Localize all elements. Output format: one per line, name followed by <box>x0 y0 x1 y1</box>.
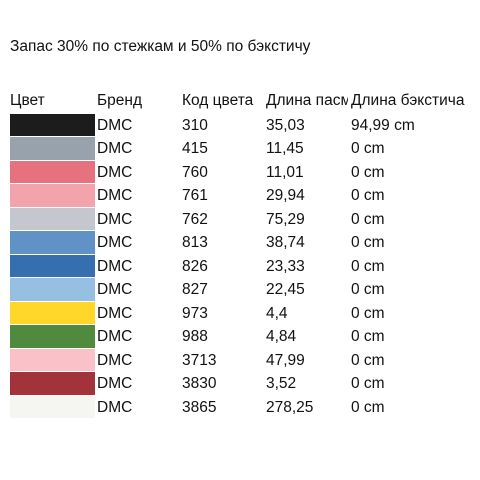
code-cell: 415 <box>182 140 208 157</box>
length-cell: 4,4 <box>266 304 288 322</box>
brand-cell: DMC <box>97 398 133 416</box>
backstitch-cell: 94,99 cm <box>351 116 415 134</box>
backstitch-cell: 0 cm <box>351 398 385 416</box>
header-code: Код цвета <box>182 92 254 109</box>
table-row: DMC 973 4,4 0 cm <box>10 301 480 326</box>
color-swatch <box>10 184 95 207</box>
color-swatch <box>10 207 95 230</box>
code-cell: 988 <box>182 328 208 345</box>
brand-cell: DMC <box>97 281 133 298</box>
length-cell: 4,84 <box>266 328 297 345</box>
backstitch-cell: 0 cm <box>351 351 385 369</box>
length-cell: 11,45 <box>266 140 304 157</box>
backstitch-cell: 0 cm <box>351 140 385 157</box>
header-color: Цвет <box>10 92 45 109</box>
code-cell: 762 <box>182 210 208 228</box>
table-row: DMC 813 38,74 0 cm <box>10 231 480 255</box>
color-swatch <box>10 254 95 277</box>
brand-cell: DMC <box>97 140 133 157</box>
brand-cell: DMC <box>97 116 133 134</box>
code-cell: 310 <box>182 116 208 134</box>
brand-cell: DMC <box>97 210 133 228</box>
backstitch-cell: 0 cm <box>351 210 385 228</box>
thread-table: Цвет Бренд Код цвета Длина пасмы Длина б… <box>10 90 480 419</box>
length-cell: 22,45 <box>266 281 305 298</box>
brand-cell: DMC <box>97 351 133 369</box>
brand-cell: DMC <box>97 257 133 275</box>
header-brand: Бренд <box>97 92 143 109</box>
brand-cell: DMC <box>97 163 133 181</box>
code-cell: 760 <box>182 163 208 181</box>
table-row: DMC 761 29,94 0 cm <box>10 184 480 208</box>
color-swatch <box>10 137 95 160</box>
code-cell: 3830 <box>182 375 217 392</box>
backstitch-cell: 0 cm <box>351 304 385 322</box>
code-cell: 3713 <box>182 351 217 369</box>
table-row: DMC 988 4,84 0 cm <box>10 325 480 349</box>
table-row: DMC 826 23,33 0 cm <box>10 254 480 279</box>
table-row: DMC 3830 3,52 0 cm <box>10 372 480 396</box>
table-row: DMC 762 75,29 0 cm <box>10 207 480 232</box>
color-swatch <box>10 395 95 418</box>
color-swatch <box>10 325 95 348</box>
table-row: DMC 3865 278,25 0 cm <box>10 395 480 420</box>
backstitch-cell: 0 cm <box>351 257 385 275</box>
brand-cell: DMC <box>97 328 133 345</box>
table-row: DMC 827 22,45 0 cm <box>10 278 480 302</box>
length-cell: 29,94 <box>266 187 305 204</box>
color-swatch <box>10 372 95 395</box>
color-swatch <box>10 348 95 371</box>
backstitch-cell: 0 cm <box>351 328 385 345</box>
color-swatch <box>10 113 95 136</box>
color-swatch <box>10 231 95 254</box>
table-row: DMC 310 35,03 94,99 cm <box>10 113 480 138</box>
code-cell: 813 <box>182 234 208 251</box>
color-swatch <box>10 160 95 183</box>
length-cell: 47,99 <box>266 351 305 369</box>
brand-cell: DMC <box>97 234 133 251</box>
backstitch-cell: 0 cm <box>351 234 385 251</box>
length-cell: 278,25 <box>266 398 314 416</box>
page-title: Запас 30% по стежкам и 50% по бэкстичу <box>10 38 311 55</box>
color-swatch <box>10 301 95 324</box>
code-cell: 761 <box>182 187 208 204</box>
code-cell: 973 <box>182 304 208 322</box>
backstitch-cell: 0 cm <box>351 375 385 392</box>
table-row: DMC 760 11,01 0 cm <box>10 160 480 185</box>
table-header: Цвет Бренд Код цвета Длина пасмы Длина б… <box>10 90 480 114</box>
header-backstitch: Длина бэкстича <box>351 92 465 109</box>
code-cell: 826 <box>182 257 208 275</box>
code-cell: 3865 <box>182 398 217 416</box>
length-cell: 38,74 <box>266 234 305 251</box>
brand-cell: DMC <box>97 187 133 204</box>
code-cell: 827 <box>182 281 208 298</box>
length-cell: 3,52 <box>266 375 297 392</box>
color-swatch <box>10 278 95 301</box>
backstitch-cell: 0 cm <box>351 187 385 204</box>
backstitch-cell: 0 cm <box>351 163 385 181</box>
length-cell: 35,03 <box>266 116 305 134</box>
brand-cell: DMC <box>97 304 133 322</box>
length-cell: 75,29 <box>266 210 305 228</box>
backstitch-cell: 0 cm <box>351 281 385 298</box>
table-body: DMC 310 35,03 94,99 cm DMC 415 11,45 0 cm DMC 760… <box>10 113 480 420</box>
brand-cell: DMC <box>97 375 133 392</box>
table-row: DMC 415 11,45 0 cm <box>10 137 480 161</box>
table-row: DMC 3713 47,99 0 cm <box>10 348 480 373</box>
header-length: Длина пасмы <box>266 92 348 109</box>
length-cell: 23,33 <box>266 257 305 275</box>
length-cell: 11,01 <box>266 163 304 181</box>
